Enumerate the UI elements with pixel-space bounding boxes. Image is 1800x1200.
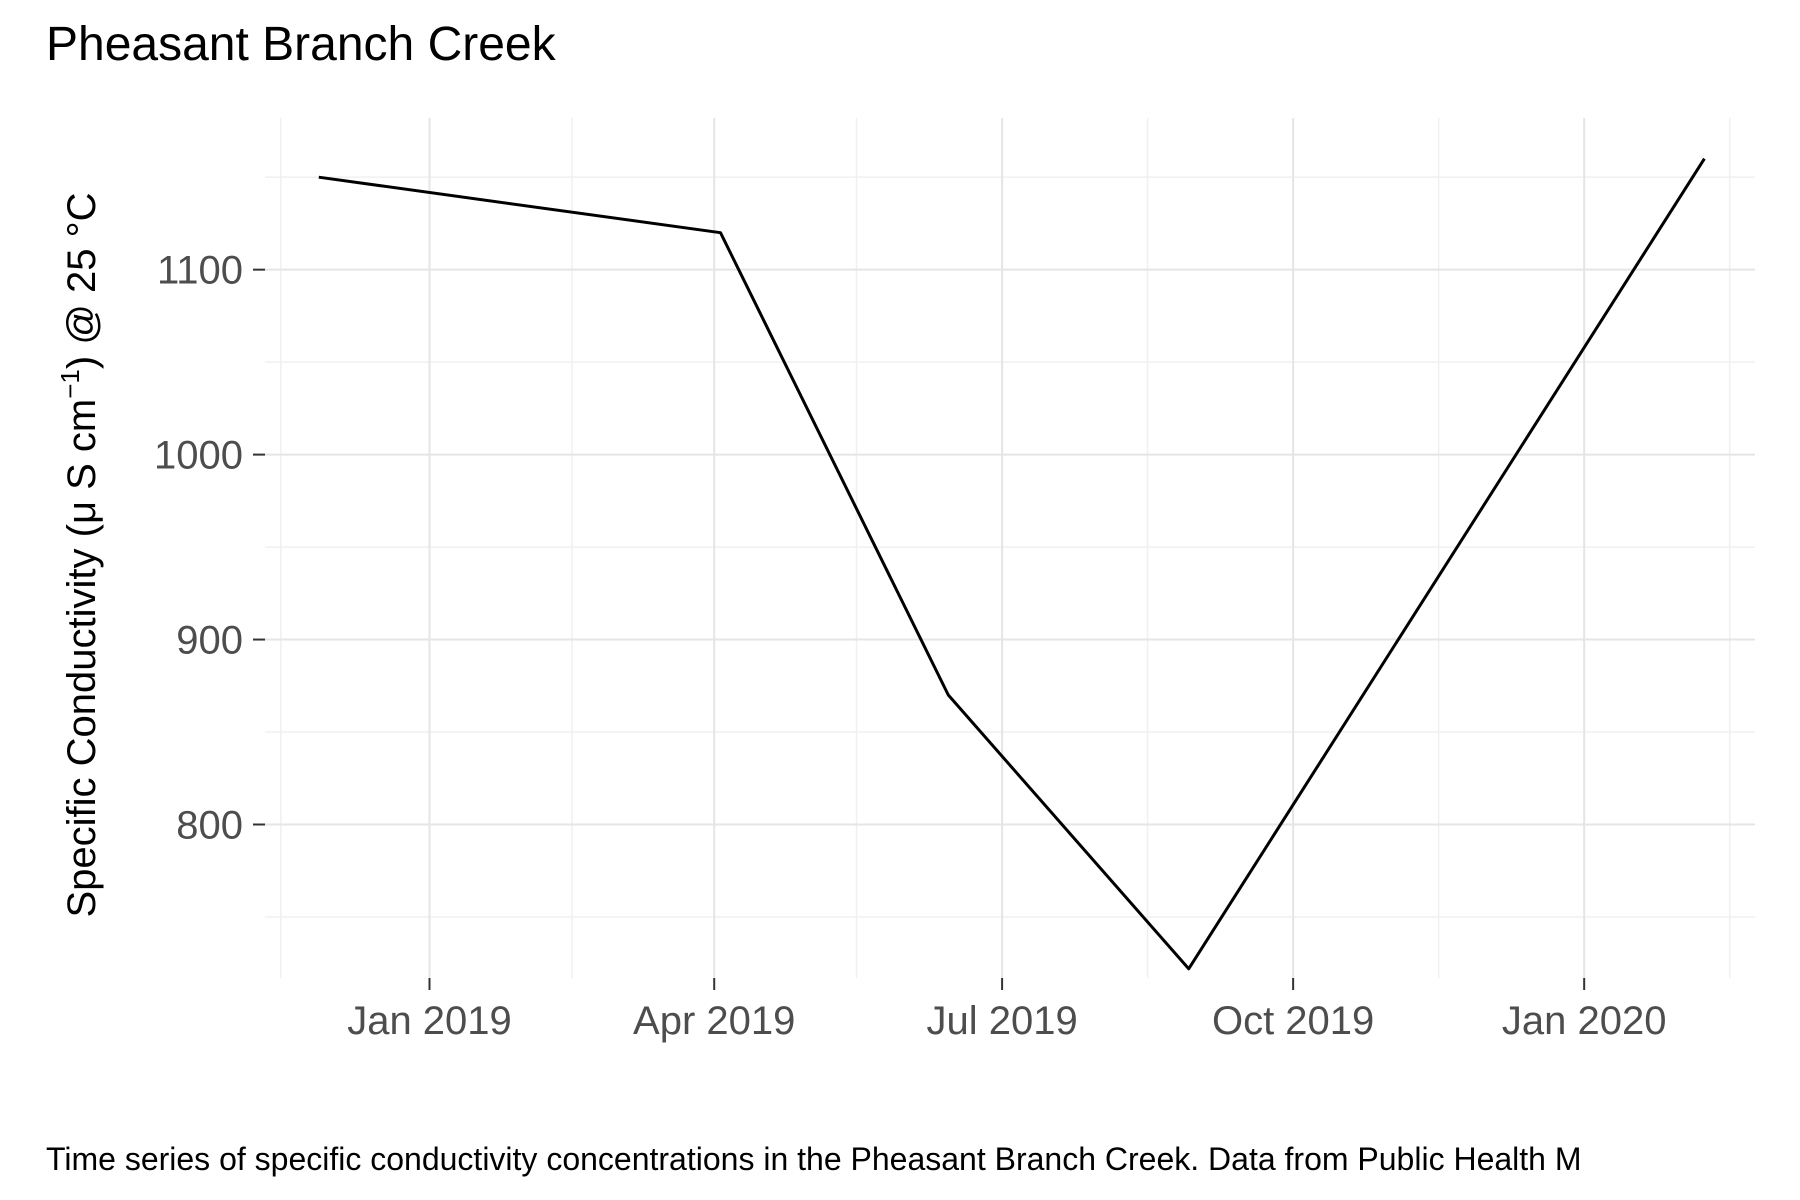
minor-grid xyxy=(265,118,1755,978)
y-tick-label: 1100 xyxy=(157,249,243,293)
y-tick-label: 1000 xyxy=(154,434,243,478)
series-layer xyxy=(318,157,1706,971)
chart-title: Pheasant Branch Creek xyxy=(46,18,557,71)
x-tick-label: Jul 2019 xyxy=(926,999,1077,1043)
y-axis-title-superscript: −1 xyxy=(55,369,85,399)
y-tick-label: 800 xyxy=(176,803,243,847)
x-tick-label: Oct 2019 xyxy=(1212,999,1374,1043)
x-tick-label: Jan 2020 xyxy=(1502,999,1667,1043)
chart-caption: Time series of specific conductivity con… xyxy=(46,1141,1582,1177)
y-axis: 800 900 1000 1100 xyxy=(154,249,265,847)
major-grid xyxy=(265,118,1755,978)
x-tick-label: Jan 2019 xyxy=(347,999,512,1043)
y-axis-title-unit: S cm xyxy=(60,399,104,501)
y-axis-title-mu: μ xyxy=(60,501,104,524)
y-axis-title-before: Specific Conductivity ( xyxy=(60,523,104,917)
y-axis-title: Specific Conductivity (μ S cm−1) @ 25 °C xyxy=(55,192,104,917)
y-tick-label: 900 xyxy=(176,619,243,663)
x-axis: Jan 2019 Apr 2019 Jul 2019 Oct 2019 Jan 2020 xyxy=(347,978,1666,1043)
y-axis-title-after: ) @ 25 °C xyxy=(60,192,104,369)
x-tick-label: Apr 2019 xyxy=(633,999,795,1043)
series-line xyxy=(318,157,1706,971)
